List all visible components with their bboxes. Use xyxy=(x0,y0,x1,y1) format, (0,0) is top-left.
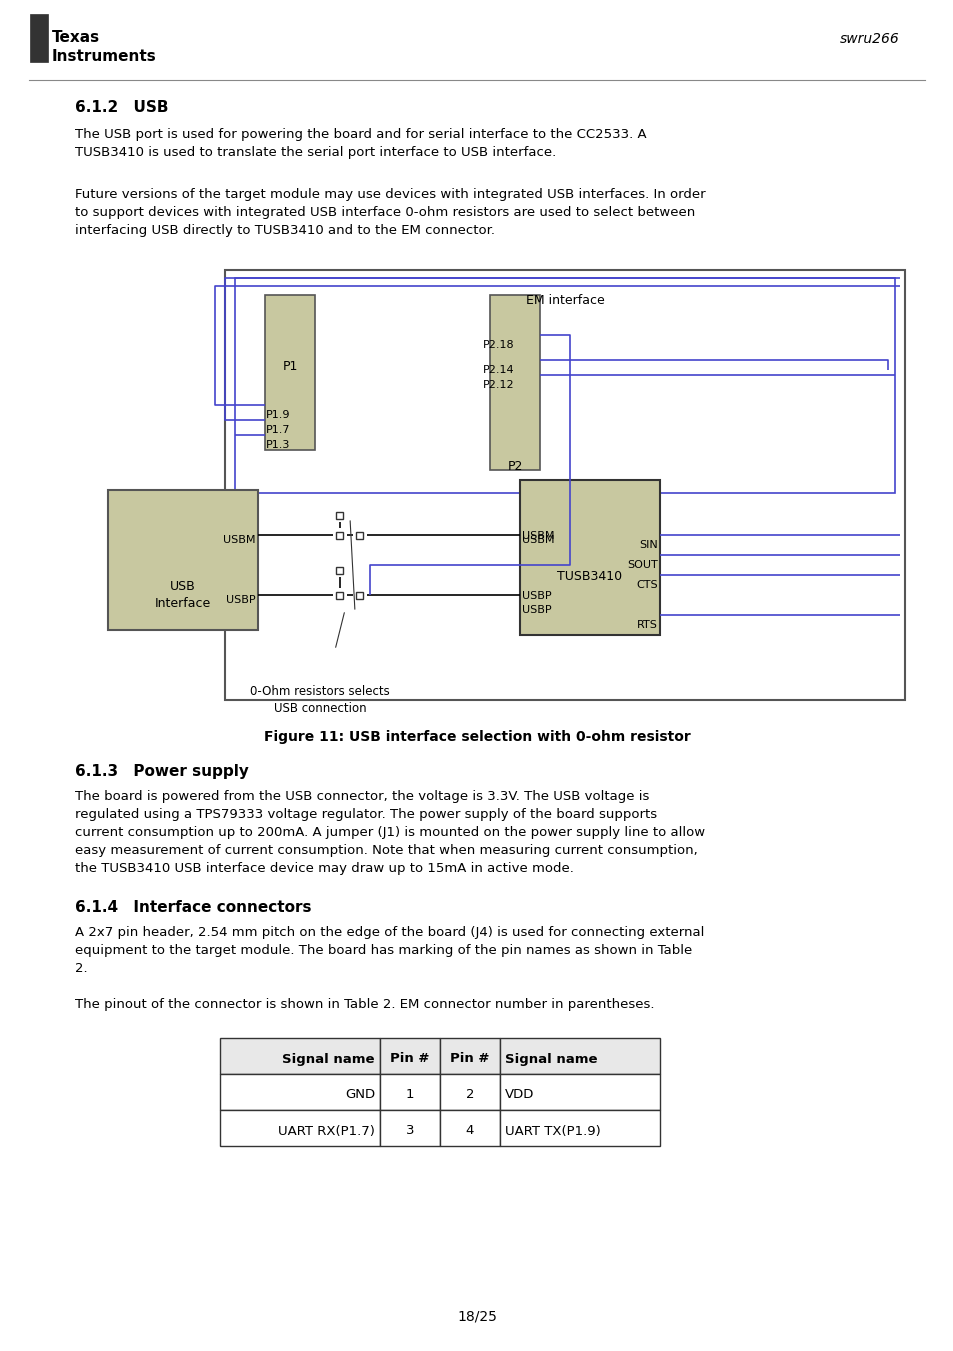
Text: The USB port is used for powering the board and for serial interface to the CC25: The USB port is used for powering the bo… xyxy=(75,128,646,159)
FancyBboxPatch shape xyxy=(379,1038,439,1074)
FancyBboxPatch shape xyxy=(439,1038,499,1074)
Text: USBM: USBM xyxy=(521,531,554,540)
Text: EM interface: EM interface xyxy=(525,295,604,307)
FancyBboxPatch shape xyxy=(499,1038,659,1074)
Text: P1.7: P1.7 xyxy=(265,426,290,435)
Text: UART TX(P1.9): UART TX(P1.9) xyxy=(504,1124,600,1138)
FancyBboxPatch shape xyxy=(379,1074,439,1111)
Text: 2: 2 xyxy=(465,1089,474,1101)
Text: Figure 11: USB interface selection with 0-ohm resistor: Figure 11: USB interface selection with … xyxy=(263,730,690,744)
Text: The board is powered from the USB connector, the voltage is 3.3V. The USB voltag: The board is powered from the USB connec… xyxy=(75,790,704,875)
Text: 18/25: 18/25 xyxy=(456,1310,497,1324)
Text: SIN: SIN xyxy=(639,540,658,550)
FancyBboxPatch shape xyxy=(336,592,343,598)
Text: USBP: USBP xyxy=(521,590,551,601)
Text: 6.1.4 Interface connectors: 6.1.4 Interface connectors xyxy=(75,900,312,915)
Text: P1: P1 xyxy=(282,359,297,373)
FancyBboxPatch shape xyxy=(356,531,363,539)
Text: UART RX(P1.7): UART RX(P1.7) xyxy=(278,1124,375,1138)
Text: USBM: USBM xyxy=(223,535,255,544)
FancyBboxPatch shape xyxy=(379,1111,439,1146)
FancyBboxPatch shape xyxy=(490,295,539,470)
Text: USBP: USBP xyxy=(521,605,551,615)
Text: Signal name: Signal name xyxy=(282,1052,375,1066)
Text: The pinout of the connector is shown in Table 2. EM connector number in parenthe: The pinout of the connector is shown in … xyxy=(75,998,654,1011)
FancyBboxPatch shape xyxy=(499,1074,659,1111)
FancyBboxPatch shape xyxy=(234,278,894,493)
Text: P2.18: P2.18 xyxy=(483,340,515,350)
Text: 1: 1 xyxy=(405,1089,414,1101)
Text: P1.3: P1.3 xyxy=(265,440,290,450)
Text: 3: 3 xyxy=(405,1124,414,1138)
Text: A 2x7 pin header, 2.54 mm pitch on the edge of the board (J4) is used for connec: A 2x7 pin header, 2.54 mm pitch on the e… xyxy=(75,925,703,975)
FancyBboxPatch shape xyxy=(499,1111,659,1146)
FancyBboxPatch shape xyxy=(336,531,343,539)
Text: P2.12: P2.12 xyxy=(483,380,515,390)
Text: swru266: swru266 xyxy=(840,32,899,46)
FancyBboxPatch shape xyxy=(356,592,363,598)
FancyBboxPatch shape xyxy=(336,512,343,519)
Text: USB
Interface: USB Interface xyxy=(154,580,211,611)
Text: CTS: CTS xyxy=(636,580,658,590)
Text: SOUT: SOUT xyxy=(626,561,658,570)
Text: TUSB3410: TUSB3410 xyxy=(557,570,622,584)
FancyBboxPatch shape xyxy=(220,1111,379,1146)
Text: Signal name: Signal name xyxy=(504,1052,597,1066)
Text: GND: GND xyxy=(345,1089,375,1101)
Text: P2.14: P2.14 xyxy=(483,365,515,376)
Text: P2: P2 xyxy=(507,459,522,473)
FancyBboxPatch shape xyxy=(30,14,48,62)
FancyBboxPatch shape xyxy=(439,1074,499,1111)
FancyBboxPatch shape xyxy=(225,270,904,700)
FancyBboxPatch shape xyxy=(108,490,257,630)
FancyBboxPatch shape xyxy=(220,1074,379,1111)
FancyBboxPatch shape xyxy=(519,480,659,635)
Text: 0-Ohm resistors selects
USB connection: 0-Ohm resistors selects USB connection xyxy=(250,685,390,715)
Text: USBM: USBM xyxy=(521,535,554,544)
Text: 6.1.3 Power supply: 6.1.3 Power supply xyxy=(75,765,249,780)
Text: RTS: RTS xyxy=(637,620,658,630)
Text: Future versions of the target module may use devices with integrated USB interfa: Future versions of the target module may… xyxy=(75,188,705,236)
Text: Texas
Instruments: Texas Instruments xyxy=(52,30,156,63)
FancyBboxPatch shape xyxy=(265,295,314,450)
Text: Pin #: Pin # xyxy=(450,1052,489,1066)
FancyBboxPatch shape xyxy=(439,1111,499,1146)
FancyBboxPatch shape xyxy=(220,1038,379,1074)
Text: P1.9: P1.9 xyxy=(265,409,290,420)
Text: 4: 4 xyxy=(465,1124,474,1138)
Text: 6.1.2 USB: 6.1.2 USB xyxy=(75,100,169,115)
Text: VDD: VDD xyxy=(504,1089,534,1101)
FancyBboxPatch shape xyxy=(336,566,343,574)
Text: USBP: USBP xyxy=(226,594,255,605)
Text: Pin #: Pin # xyxy=(390,1052,429,1066)
